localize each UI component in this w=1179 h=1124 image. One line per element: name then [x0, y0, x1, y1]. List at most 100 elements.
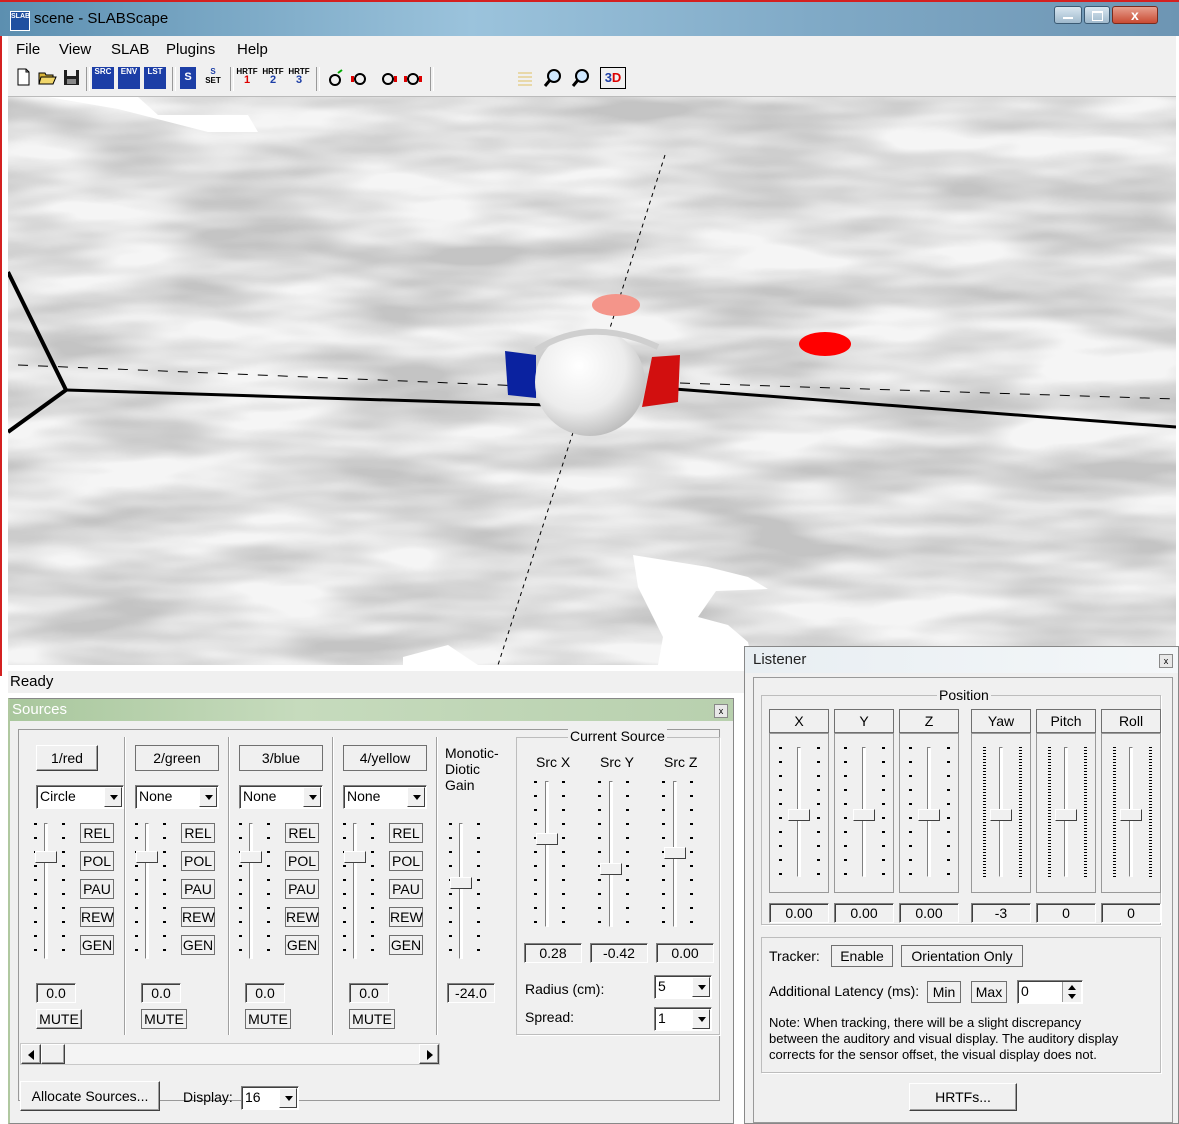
- channel-4-gen-button[interactable]: GEN: [389, 935, 423, 955]
- channel-3-slider-thumb[interactable]: [240, 851, 262, 863]
- env-button[interactable]: ENV: [118, 67, 140, 89]
- listener-y-header[interactable]: Y: [834, 709, 894, 733]
- channel-2-rew-button[interactable]: REW: [181, 907, 215, 927]
- display-select[interactable]: 16: [241, 1086, 299, 1110]
- zoom-in-button[interactable]: [542, 67, 564, 89]
- channel-2-slider-track[interactable]: [145, 823, 149, 959]
- listener-yaw-value-field[interactable]: -3: [971, 903, 1031, 923]
- allocate-sources-button[interactable]: Allocate Sources...: [20, 1081, 160, 1111]
- channel-1-pol-button[interactable]: POL: [80, 851, 114, 871]
- menu-slab[interactable]: SLAB: [111, 41, 150, 58]
- spread-select[interactable]: 1: [654, 1007, 712, 1031]
- channel-3-value-field[interactable]: 0.0: [245, 983, 285, 1003]
- listener-close-button[interactable]: x: [1159, 654, 1173, 668]
- channel-2-rel-button[interactable]: REL: [181, 823, 215, 843]
- latency-spinner[interactable]: 0: [1017, 980, 1083, 1004]
- channel-4-mode-select[interactable]: None: [343, 785, 427, 809]
- source-marker-pink[interactable]: [592, 294, 640, 316]
- gain-value-field[interactable]: -24.0: [447, 983, 495, 1003]
- listener-roll-value-field[interactable]: 0: [1101, 903, 1161, 923]
- channel-1-mute-button[interactable]: MUTE: [36, 1009, 82, 1029]
- src-button[interactable]: SRC: [92, 67, 114, 89]
- grid-button[interactable]: [514, 67, 536, 89]
- channel-3-mute-button[interactable]: MUTE: [245, 1009, 291, 1029]
- menu-view[interactable]: View: [59, 41, 92, 58]
- channel-1-name-button[interactable]: 1/red: [36, 745, 98, 771]
- scene-canvas[interactable]: [8, 97, 1176, 665]
- src-y-slider-thumb[interactable]: [600, 863, 622, 875]
- channel-3-pol-button[interactable]: POL: [285, 851, 319, 871]
- channel-1-rel-button[interactable]: REL: [80, 823, 114, 843]
- listener-head[interactable]: [505, 328, 680, 436]
- source-marker-red[interactable]: [799, 332, 851, 356]
- head-right-button[interactable]: [378, 67, 400, 89]
- hrtf2-button[interactable]: HRTF 2: [262, 67, 284, 89]
- channel-2-pol-button[interactable]: POL: [181, 851, 215, 871]
- src-z-value-field[interactable]: 0.00: [656, 943, 714, 963]
- src-y-slider-track[interactable]: [609, 781, 613, 927]
- listener-pitch-value-field[interactable]: 0: [1036, 903, 1096, 923]
- gain-slider-track[interactable]: [459, 823, 463, 959]
- menu-help[interactable]: Help: [237, 41, 268, 58]
- channel-1-slider-track[interactable]: [44, 823, 48, 959]
- sources-horizontal-scrollbar[interactable]: [20, 1043, 440, 1065]
- gain-slider-thumb[interactable]: [450, 877, 472, 889]
- channel-3-mode-select[interactable]: None: [239, 785, 323, 809]
- listener-roll-header[interactable]: Roll: [1101, 709, 1161, 733]
- channel-2-mode-select[interactable]: None: [135, 785, 219, 809]
- channel-4-slider-thumb[interactable]: [344, 851, 366, 863]
- channel-3-rel-button[interactable]: REL: [285, 823, 319, 843]
- channel-1-gen-button[interactable]: GEN: [80, 935, 114, 955]
- menu-file[interactable]: File: [16, 41, 41, 58]
- new-file-button[interactable]: [12, 67, 34, 89]
- s-button[interactable]: S: [180, 67, 196, 89]
- channel-1-value-field[interactable]: 0.0: [36, 983, 76, 1003]
- listener-y-slider-thumb[interactable]: [853, 809, 875, 821]
- channel-1-slider-thumb[interactable]: [35, 851, 57, 863]
- src-z-slider-thumb[interactable]: [664, 847, 686, 859]
- channel-3-name-button[interactable]: 3/blue: [239, 745, 323, 771]
- tracker-enable-button[interactable]: Enable: [831, 945, 893, 967]
- channel-4-slider-track[interactable]: [353, 823, 357, 959]
- channel-4-value-field[interactable]: 0.0: [349, 983, 389, 1003]
- channel-4-rel-button[interactable]: REL: [389, 823, 423, 843]
- channel-4-pol-button[interactable]: POL: [389, 851, 423, 871]
- channel-1-pau-button[interactable]: PAU: [80, 879, 114, 899]
- menu-plugins[interactable]: Plugins: [166, 41, 216, 58]
- channel-2-name-button[interactable]: 2/green: [135, 745, 219, 771]
- channel-2-pau-button[interactable]: PAU: [181, 879, 215, 899]
- channel-2-mute-button[interactable]: MUTE: [141, 1009, 187, 1029]
- listener-pitch-header[interactable]: Pitch: [1036, 709, 1096, 733]
- open-file-button[interactable]: [36, 67, 58, 89]
- spinner-buttons[interactable]: [1062, 982, 1081, 1002]
- close-button[interactable]: x: [1112, 6, 1158, 24]
- latency-min-button[interactable]: Min: [927, 981, 961, 1003]
- hrtf1-button[interactable]: HRTF 1: [236, 67, 258, 89]
- channel-4-pau-button[interactable]: PAU: [389, 879, 423, 899]
- 3d-view-button[interactable]: 3D: [600, 67, 626, 89]
- listener-yaw-slider-thumb[interactable]: [990, 809, 1012, 821]
- src-y-value-field[interactable]: -0.42: [590, 943, 648, 963]
- listener-y-value-field[interactable]: 0.00: [834, 903, 894, 923]
- listener-roll-slider-thumb[interactable]: [1120, 809, 1142, 821]
- hrtf3-button[interactable]: HRTF 3: [288, 67, 310, 89]
- head-both-button[interactable]: [402, 67, 424, 89]
- scroll-thumb[interactable]: [41, 1044, 65, 1064]
- head-left-button[interactable]: [348, 67, 370, 89]
- channel-3-gen-button[interactable]: GEN: [285, 935, 319, 955]
- minimize-button[interactable]: [1054, 6, 1082, 24]
- lst-button[interactable]: LST: [144, 67, 166, 89]
- s-set-button[interactable]: S SET: [202, 67, 224, 89]
- channel-1-mode-select[interactable]: Circle: [36, 785, 124, 809]
- src-x-slider-track[interactable]: [545, 781, 549, 927]
- listener-x-slider-thumb[interactable]: [788, 809, 810, 821]
- latency-max-button[interactable]: Max: [971, 981, 1007, 1003]
- channel-2-value-field[interactable]: 0.0: [141, 983, 181, 1003]
- channel-4-mute-button[interactable]: MUTE: [349, 1009, 395, 1029]
- head-rotate-button[interactable]: [324, 67, 346, 89]
- listener-yaw-header[interactable]: Yaw: [971, 709, 1031, 733]
- listener-x-value-field[interactable]: 0.00: [769, 903, 829, 923]
- channel-3-rew-button[interactable]: REW: [285, 907, 319, 927]
- scene-viewport[interactable]: [8, 97, 1176, 665]
- channel-3-slider-track[interactable]: [249, 823, 253, 959]
